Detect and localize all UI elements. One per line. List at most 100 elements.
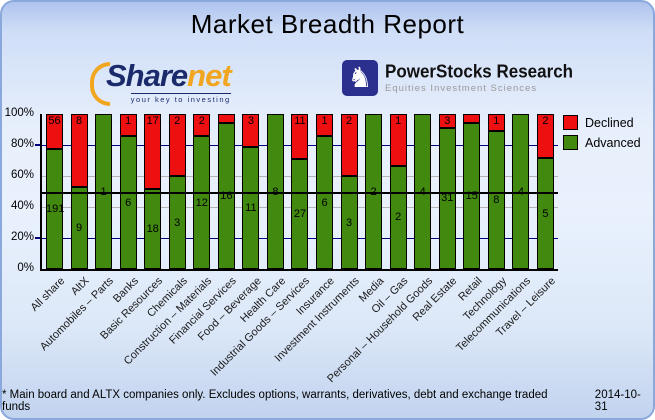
advanced-swatch	[563, 135, 578, 150]
declined-value-label: 56	[48, 115, 61, 127]
declined-segment	[70, 114, 88, 188]
advanced-segment	[242, 147, 260, 269]
advanced-segment	[487, 131, 505, 269]
y-tick-80	[35, 144, 40, 146]
stacked-bar: 3 31	[438, 114, 456, 269]
legend-label-declined: Declined	[585, 115, 634, 130]
advanced-value-label: 3	[174, 216, 181, 229]
y-axis-label-100: 100%	[4, 107, 34, 119]
advanced-segment	[144, 189, 162, 269]
stacked-bar: 2 12	[193, 114, 211, 269]
declined-segment	[46, 114, 63, 150]
advanced-value-label: 6	[125, 196, 132, 209]
powerstocks-tagline: Equities Investment Sciences	[385, 83, 538, 94]
declined-segment	[536, 114, 554, 159]
advanced-segment	[438, 127, 456, 269]
advanced-segment	[316, 136, 334, 269]
chart-plot-area: 100% 80% 60% 40% 20% 0% 5619189116171823…	[5, 107, 558, 385]
declined-segment	[316, 114, 334, 137]
declined-value-label: 1	[125, 115, 132, 127]
declined-segment	[193, 114, 211, 137]
declined-segment	[217, 114, 235, 124]
advanced-segment	[291, 158, 309, 269]
declined-segment	[487, 114, 505, 132]
sharenet-wordmark: Sharenet	[106, 58, 232, 93]
declined-value-label: 1	[395, 115, 402, 127]
declined-segment	[389, 114, 407, 166]
declined-value-label: 1	[493, 115, 500, 127]
advanced-segment	[46, 149, 63, 269]
advanced-segment	[463, 123, 481, 269]
advanced-segment	[217, 123, 235, 269]
declined-value-label: 2	[198, 115, 205, 127]
declined-segment	[340, 114, 358, 176]
declined-swatch	[563, 115, 578, 130]
declined-segment	[168, 114, 186, 176]
chart-legend: Declined Advanced	[563, 115, 641, 150]
declined-value-label: 3	[247, 115, 254, 127]
declined-value-label: 2	[346, 115, 353, 127]
stacked-bar: 3 11	[242, 114, 260, 269]
advanced-value-label: 3	[346, 216, 353, 229]
bars: 5619189116171823212163118112716232124331…	[42, 114, 558, 269]
footnote-text: * Main board and ALTX companies only. Ex…	[2, 389, 548, 413]
legend-item-declined: Declined	[563, 115, 641, 130]
page-title: Market Breadth Report	[190, 9, 465, 39]
y-axis-label-60: 60%	[10, 169, 34, 181]
advanced-value-label: 2	[395, 211, 402, 224]
advanced-value-label: 9	[75, 222, 83, 235]
report-date: 2014-10-31	[594, 389, 641, 413]
advanced-value-label: 31	[441, 192, 454, 205]
advanced-value-label: 8	[493, 194, 500, 207]
advanced-segment	[168, 176, 186, 269]
y-axis-label-20: 20%	[10, 231, 34, 243]
y-axis-label-80: 80%	[10, 138, 34, 150]
declined-value-label: 3	[444, 115, 451, 127]
declined-value-label: 2	[542, 115, 549, 127]
legend-label-advanced: Advanced	[585, 135, 641, 150]
declined-value-label: 17	[146, 115, 159, 127]
y-axis-label-0: 0%	[17, 262, 34, 274]
legend-item-advanced: Advanced	[563, 135, 641, 150]
footnote-bar: * Main board and ALTX companies only. Ex…	[2, 389, 653, 413]
stacked-bar: 56 191	[46, 114, 65, 269]
advanced-segment	[389, 165, 407, 269]
fifty-percent-line	[40, 191, 558, 194]
declined-segment	[242, 114, 260, 148]
advanced-value-label: 191	[46, 203, 65, 216]
advanced-value-label: 18	[146, 223, 159, 236]
advanced-value-label: 6	[321, 196, 328, 209]
advanced-value-label: 11	[245, 202, 257, 215]
advanced-value-label: 27	[293, 207, 307, 220]
declined-segment	[119, 114, 137, 137]
stacked-bar: 17 18	[144, 114, 162, 269]
declined-value-label: 1	[321, 115, 328, 127]
declined-segment	[291, 114, 309, 159]
y-axis-label-40: 40%	[10, 200, 34, 212]
sharenet-logo: Sharenet your key to investing	[90, 58, 232, 106]
advanced-segment	[340, 176, 358, 269]
stacked-bar: 11 27	[291, 114, 309, 269]
declined-segment	[144, 114, 162, 190]
declined-segment	[463, 114, 481, 124]
stacked-bar: 15	[463, 114, 481, 269]
declined-value-label: 11	[294, 115, 306, 127]
y-tick-20	[35, 237, 40, 239]
sharenet-tagline: your key to investing	[130, 93, 231, 104]
advanced-segment	[536, 158, 554, 269]
advanced-value-label: 12	[195, 196, 208, 209]
powerstocks-logo: ♞ PowerStocks Research Equities Investme…	[342, 60, 573, 96]
knight-chess-icon: ♞	[342, 60, 378, 96]
declined-value-label: 2	[174, 115, 181, 127]
advanced-segment	[193, 136, 211, 269]
advanced-value-label: 5	[542, 207, 549, 220]
advanced-segment	[70, 187, 88, 269]
advanced-segment	[119, 136, 137, 269]
